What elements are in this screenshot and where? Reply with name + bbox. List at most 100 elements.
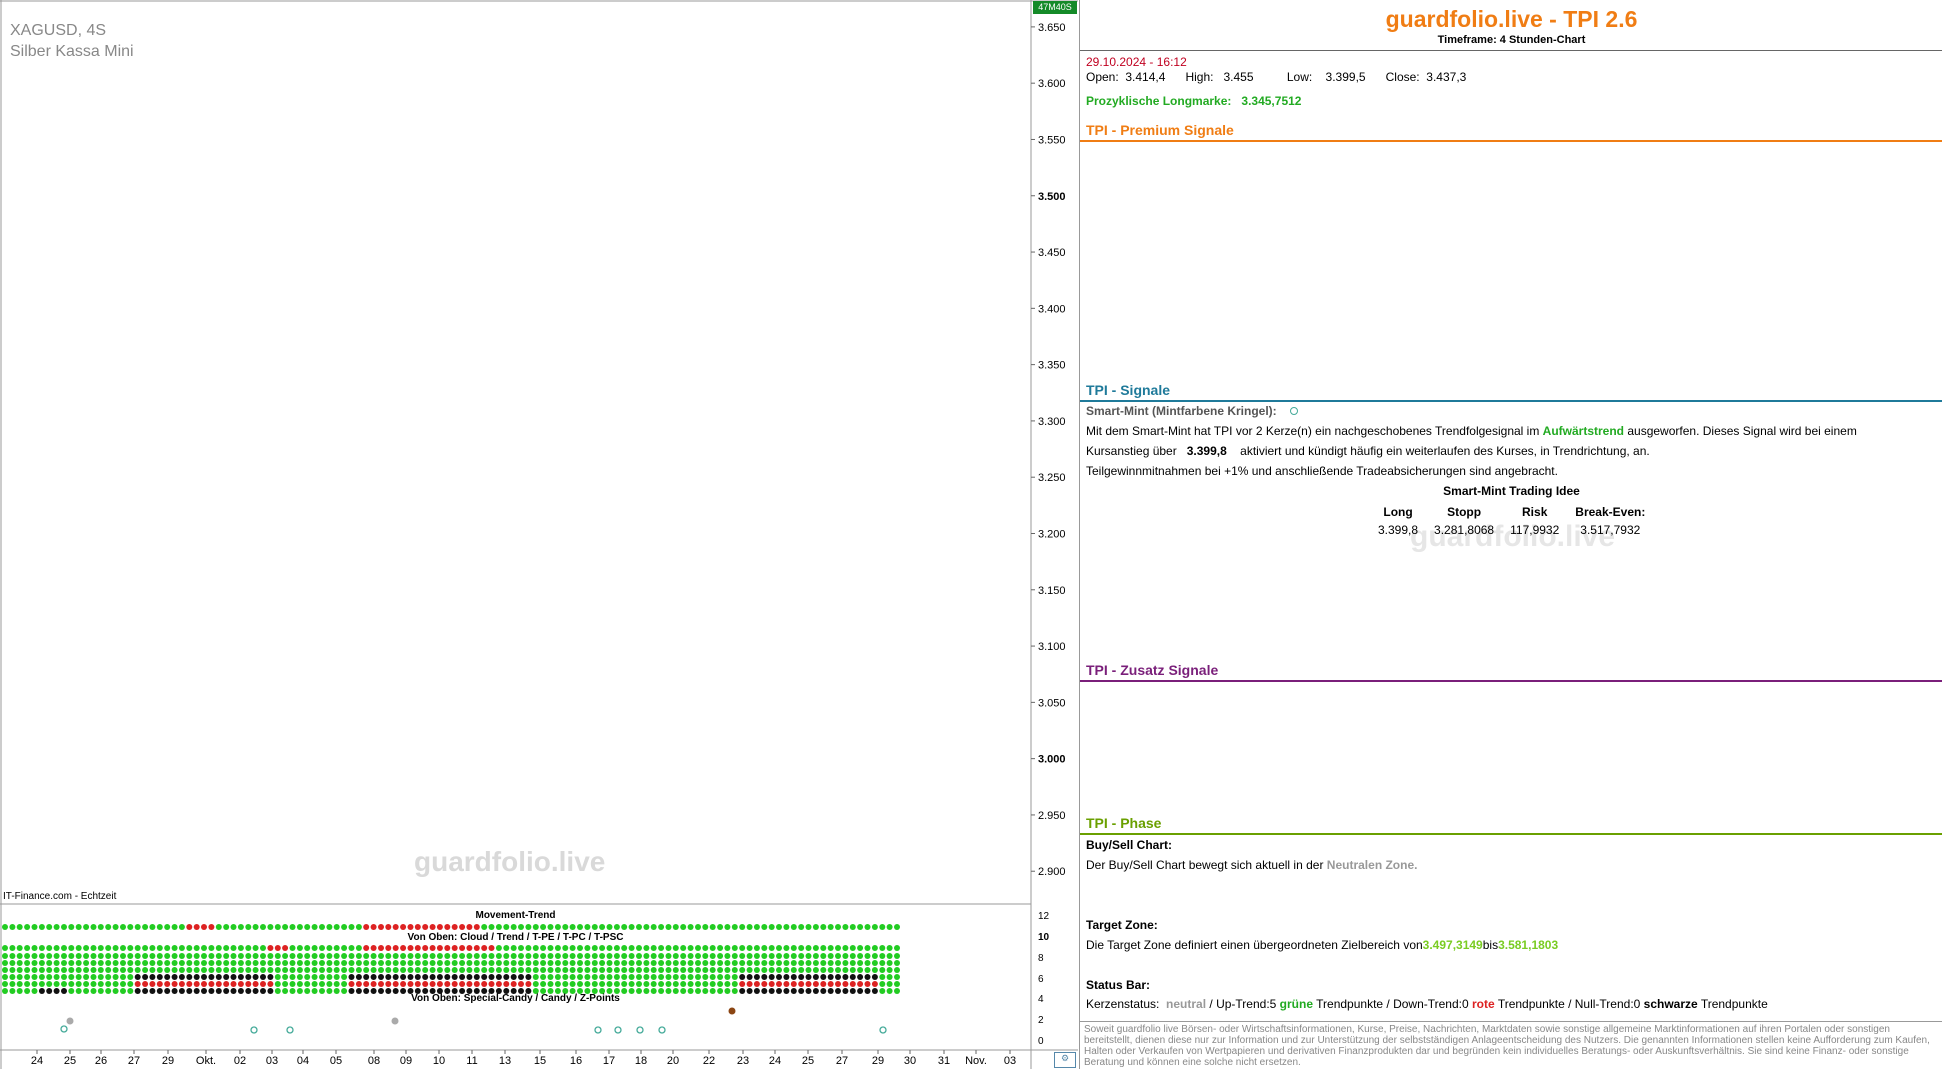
x-tick-label: 09 [400,1055,412,1067]
x-tick-label: 15 [534,1055,546,1067]
status-bar-label: Status Bar: [1086,978,1151,992]
x-tick-label: 17 [603,1055,615,1067]
z-point-ring [614,1026,622,1034]
z-point-ring [60,1025,68,1033]
x-tick-label: 23 [737,1055,749,1067]
sub-tick-label: 6 [1038,974,1044,985]
x-tick-label: 10 [433,1055,445,1067]
x-tick-label: 25 [64,1055,76,1067]
trade-idea-table: Long Stopp Risk Break-Even: 3.399,8 3.28… [1378,505,1646,537]
x-tick-label: 02 [234,1055,246,1067]
y-tick-label: 2.900 [1038,866,1066,878]
bottom-panel-axis: 12 10 8 6 4 2 0 [1038,911,1050,1047]
sub-tick-label: 0 [1038,1036,1044,1047]
x-tick-label: 29 [162,1055,174,1067]
x-tick-label: 11 [466,1055,477,1067]
y-tick-label: 3.350 [1038,360,1066,372]
x-tick-label: 18 [635,1055,647,1067]
sub-tick-label: 10 [1038,932,1050,943]
brand-title: guardfolio.live - TPI 2.6 [1385,6,1638,32]
z-point-ring [658,1026,666,1034]
extra-signals-title: TPI - Zusatz Signale [1086,662,1219,678]
y-tick-label: 3.100 [1038,641,1066,653]
trend-dot-rows [2,924,900,1034]
sub-tick-label: 4 [1038,994,1044,1005]
datetime: 29.10.2024 - 16:12 [1086,55,1187,69]
smartmint-label: Smart-Mint (Mintfarbene Kringel): [1086,404,1299,418]
z-point-ring [286,1026,294,1034]
smartmint-text-1: Mit dem Smart-Mint hat TPI vor 2 Kerze(n… [1086,424,1857,438]
trade-idea-title: Smart-Mint Trading Idee [1443,484,1580,498]
x-tick-label: 13 [499,1055,511,1067]
special-candy-dot [728,1007,736,1015]
longmarke-row: Prozyklische Longmarke: 3.345,7512 [1086,94,1302,108]
buysell-label: Buy/Sell Chart: [1086,838,1173,852]
x-tick-label: Okt. [196,1055,216,1067]
x-tick-label: 25 [802,1055,814,1067]
smartmint-text-3: Teilgewinnmitnahmen bei +1% und anschlie… [1086,464,1558,478]
x-tick-label: 24 [769,1055,781,1067]
y-tick-label: 3.200 [1038,528,1066,540]
x-tick-label: 31 [938,1055,950,1067]
candy-title: Von Oben: Special-Candy / Candy / Z-Poin… [411,993,620,1004]
x-tick-label: 05 [330,1055,342,1067]
x-tick-label: 22 [703,1055,715,1067]
cloud-trend-title: Von Oben: Cloud / Trend / T-PE / T-PC / … [407,932,624,943]
phase-title: TPI - Phase [1086,815,1162,831]
sub-tick-label: 12 [1038,911,1050,922]
target-zone-label: Target Zone: [1086,918,1158,932]
x-tick-label: Nov. [965,1055,987,1067]
x-tick-label: 03 [266,1055,278,1067]
x-axis: 24 25 26 27 29 Okt. 02 03 04 05 08 09 10 11 13 15 16 17 18… [31,1050,1016,1067]
y-tick-label: 3.050 [1038,697,1066,709]
z-point-ring [879,1026,887,1034]
chart-watermark: guardfolio.live [414,846,606,877]
ohlc-row: Open: 3.414,4 High: 3.455 Low: 3.399,5 C… [1086,70,1467,84]
y-tick-label: 3.450 [1038,247,1066,259]
x-tick-label: 24 [31,1055,43,1067]
x-tick-label: 27 [128,1055,140,1067]
z-point-ring [594,1026,602,1034]
price-chart[interactable]: 3.650 3.600 3.550 3.500 3.450 3.400 3.350 3.300… [0,0,1078,1069]
x-tick-label: 29 [872,1055,884,1067]
y-tick-label: 3.000 [1038,754,1066,766]
candy-dot [66,1017,74,1025]
target-zone-text: Die Target Zone definiert einen übergeor… [1086,938,1559,952]
candle-timer: 47M40S [1033,1,1077,14]
x-tick-label: 04 [297,1055,309,1067]
instrument-name: Silber Kassa Mini [10,43,134,60]
y-tick-label: 2.950 [1038,810,1066,822]
smartmint-text-2: Kursanstieg über 3.399,8 aktiviert und k… [1086,444,1650,458]
disclaimer: Soweit guardfolio live Börsen- oder Wirt… [1084,1024,1930,1068]
sub-tick-label: 2 [1038,1015,1044,1026]
y-tick-label: 3.550 [1038,134,1066,146]
y-tick-label: 3.250 [1038,472,1066,484]
chart-panel[interactable]: 3.650 3.600 3.550 3.500 3.450 3.400 3.350 3.300… [0,0,1078,1069]
timeframe-label: Timeframe: 4 Stunden-Chart [1437,34,1586,46]
x-tick-label: 16 [570,1055,582,1067]
movement-trend-title: Movement-Trend [475,910,556,921]
mint-ring-icon [1290,407,1299,415]
panel-watermark: guardfolio.live [1410,520,1616,553]
y-tick-label: 3.500 [1038,191,1066,203]
z-point-ring [250,1026,258,1034]
buysell-text: Der Buy/Sell Chart bewegt sich aktuell i… [1086,858,1418,872]
symbol-label: XAGUSD, 4S [10,22,107,39]
candy-dot [391,1017,399,1025]
y-tick-label: 3.150 [1038,585,1066,597]
y-tick-label: 3.300 [1038,416,1066,428]
premium-signals-title: TPI - Premium Signale [1086,122,1234,138]
z-point-ring [636,1026,644,1034]
x-tick-label: 08 [368,1055,380,1067]
y-tick-label: 3.650 [1038,22,1066,34]
data-source: IT-Finance.com - Echtzeit [3,891,117,902]
y-tick-label: 3.600 [1038,78,1066,90]
x-tick-label: 03 [1004,1055,1016,1067]
x-tick-label: 26 [95,1055,107,1067]
y-tick-label: 3.400 [1038,303,1066,315]
signals-title: TPI - Signale [1086,382,1171,398]
settings-icon[interactable]: ⚙ [1054,1052,1076,1068]
x-tick-label: 20 [667,1055,679,1067]
signal-panel: guardfolio.live - TPI 2.6 Timeframe: 4 S… [1079,0,1942,1069]
y-axis: 3.650 3.600 3.550 3.500 3.450 3.400 3.350 3.300… [1031,22,1066,878]
